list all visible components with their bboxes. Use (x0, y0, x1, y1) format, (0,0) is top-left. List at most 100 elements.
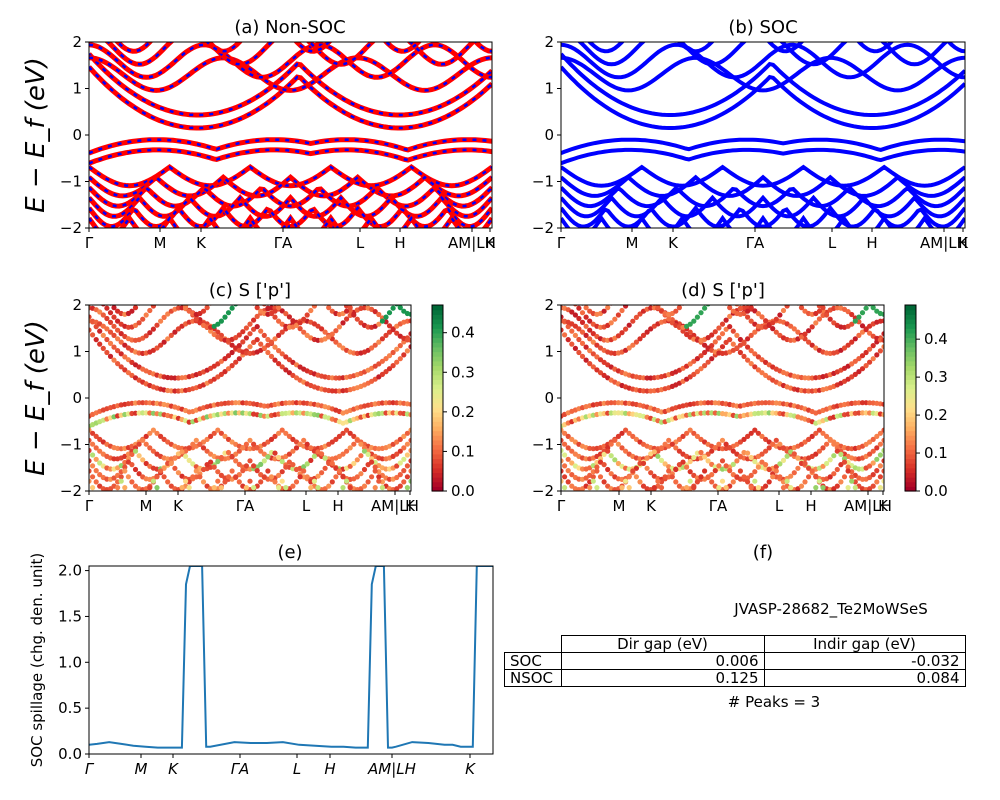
projected-point (347, 485, 353, 491)
projected-point (290, 495, 295, 500)
projected-point (293, 479, 300, 485)
projected-point (838, 268, 843, 273)
projected-point (874, 468, 880, 474)
projected-point (111, 305, 117, 311)
projected-point (247, 331, 253, 337)
projected-point (311, 453, 317, 459)
projected-point (734, 497, 739, 502)
projected-point (784, 453, 790, 459)
projected-point (569, 448, 575, 454)
projected-point (311, 478, 317, 484)
projected-point (792, 296, 797, 301)
projected-point (573, 269, 578, 274)
projected-point (569, 436, 575, 442)
colorbar-segment (432, 374, 443, 380)
x-tick-label: K (646, 497, 657, 515)
projected-point (222, 314, 228, 320)
projected-point (337, 296, 342, 301)
projected-point (724, 263, 729, 268)
projected-point (809, 324, 815, 330)
projected-point (373, 298, 378, 303)
projected-point (748, 361, 754, 367)
projected-point (655, 299, 660, 304)
band-line-soc-overlay (89, 175, 492, 198)
projected-point (763, 318, 769, 324)
projected-point (579, 329, 586, 335)
band-line-nonsoc (89, 42, 492, 80)
projected-point (881, 478, 884, 484)
panel-c-title: (c) S ['p'] (209, 280, 291, 301)
gap-table-header: Indir gap (eV) (763, 635, 966, 653)
projected-point (658, 445, 665, 451)
projected-point (619, 445, 625, 451)
projected-point (583, 332, 589, 338)
projected-point (583, 456, 589, 462)
colorbar-segment (905, 342, 916, 348)
projected-point (104, 315, 110, 322)
projected-point (881, 427, 884, 433)
projected-point (215, 266, 220, 271)
colorbar-segment (432, 435, 443, 441)
projected-point (576, 315, 582, 322)
x-tick-label: K (196, 234, 207, 252)
projected-point (101, 497, 106, 502)
projected-point (200, 445, 207, 451)
projected-point (279, 329, 285, 335)
projected-point (376, 321, 382, 327)
projected-point (827, 457, 833, 463)
projected-point (294, 282, 299, 287)
projected-point (798, 483, 805, 489)
projected-point (161, 339, 167, 345)
projected-point (358, 441, 364, 447)
band-line-soc-overlay (89, 66, 492, 130)
projected-point (401, 468, 407, 474)
projected-point (230, 497, 235, 502)
projected-point (615, 460, 622, 467)
projected-point (864, 264, 869, 269)
projected-point (394, 463, 400, 469)
projected-point (179, 485, 185, 491)
projected-point (817, 266, 822, 271)
colorbar-segment (432, 309, 443, 315)
projected-point (93, 479, 99, 485)
spillage-line (89, 566, 493, 749)
projected-point (763, 462, 769, 468)
projected-point (677, 253, 682, 258)
projected-point (322, 329, 328, 335)
projected-point (372, 464, 378, 470)
projected-point (90, 441, 96, 447)
projected-point (158, 296, 163, 301)
colorbar-segment (432, 486, 443, 492)
projected-point (673, 479, 679, 485)
projected-point (301, 464, 307, 470)
projected-point (666, 291, 671, 296)
projected-point (243, 335, 249, 341)
projected-point (129, 291, 134, 296)
projected-point (752, 266, 757, 271)
projected-point (680, 270, 685, 275)
y-tick-label: 0 (544, 389, 554, 407)
projected-point (107, 319, 114, 325)
projected-point (337, 272, 342, 277)
projected-point (780, 457, 787, 463)
projected-point (276, 305, 282, 311)
projected-point (158, 468, 164, 474)
projected-point (176, 296, 181, 301)
projected-point (222, 270, 227, 275)
projected-point (788, 485, 794, 491)
projected-point (247, 458, 253, 464)
projected-point (562, 254, 567, 259)
projected-point (326, 256, 331, 261)
projected-point (362, 285, 367, 290)
projected-point (569, 328, 575, 334)
projected-point (376, 478, 382, 484)
projected-point (255, 258, 260, 263)
projected-point (387, 259, 392, 264)
projected-point (580, 291, 585, 296)
projected-point (215, 458, 221, 465)
y-tick-label: −2 (532, 482, 554, 500)
panel-f-title: (f) (753, 542, 773, 563)
projected-point (874, 281, 879, 286)
projected-point (867, 463, 873, 469)
projected-point (405, 285, 410, 290)
